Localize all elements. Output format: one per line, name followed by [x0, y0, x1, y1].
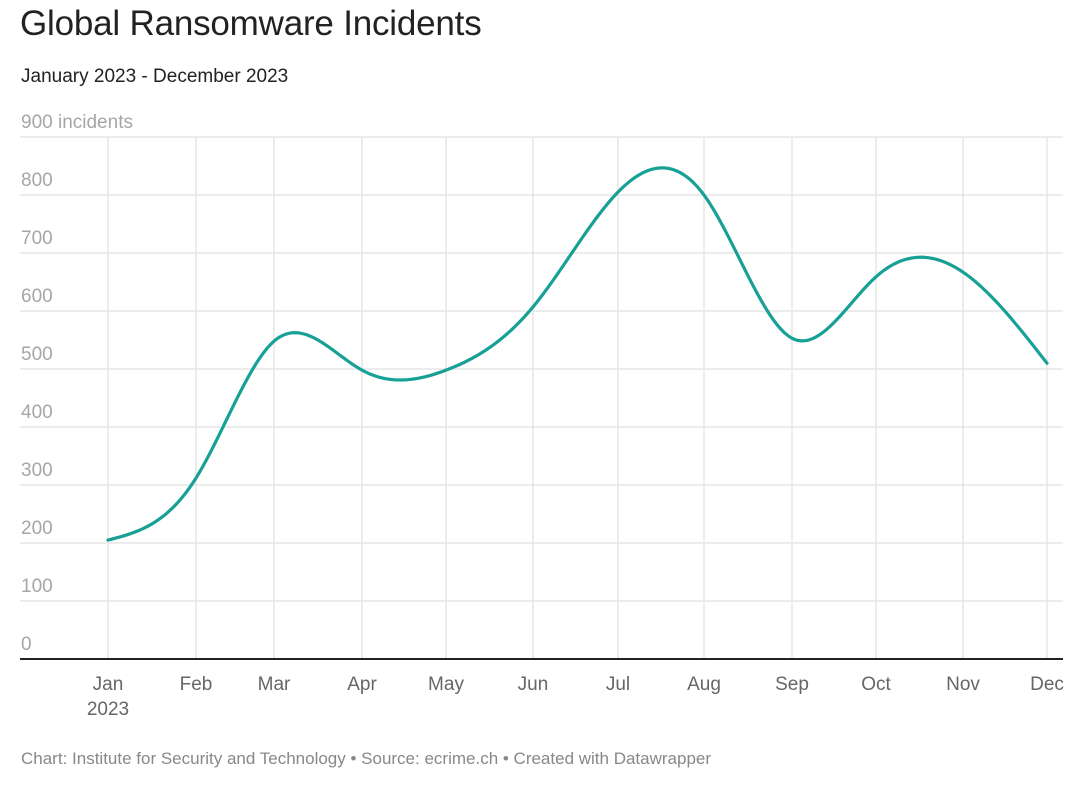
x-tick-label: Aug	[687, 674, 721, 695]
x-tick-label: Nov	[946, 674, 980, 695]
y-tick-label: 100	[21, 576, 53, 597]
line-chart: 0 100 200 300 400 500 600 700 800 900 incidents J…	[20, 112, 1064, 720]
x-tick-label: Mar	[258, 674, 291, 695]
y-tick-label: 800	[21, 170, 53, 191]
x-axis-labels: Jan 2023 Feb Mar Apr May Jun Jul Aug Sep Oct Nov Dec	[87, 674, 1064, 720]
y-tick-label: 700	[21, 228, 53, 249]
x-tick-label: Sep	[775, 674, 809, 695]
y-tick-label: 300	[21, 460, 53, 481]
y-tick-label: 200	[21, 518, 53, 539]
y-axis-labels: 0 100 200 300 400 500 600 700 800 900 incidents	[21, 112, 133, 655]
x-tick-label: Oct	[861, 674, 891, 695]
chart-subtitle: January 2023 - December 2023	[21, 66, 289, 87]
chart-title: Global Ransomware Incidents	[20, 4, 482, 43]
x-tick-label: Jan	[93, 674, 124, 695]
x-tick-label: Apr	[347, 674, 377, 695]
y-tick-label: 400	[21, 402, 53, 423]
x-tick-label: Feb	[180, 674, 213, 695]
x-tick-label: Dec	[1030, 674, 1064, 695]
y-tick-label: 900 incidents	[21, 112, 133, 133]
x-tick-label: May	[428, 674, 464, 695]
x-tick-label: Jul	[606, 674, 630, 695]
x-tick-label: 2023	[87, 699, 129, 720]
x-gridlines	[107, 137, 1048, 659]
y-tick-label: 500	[21, 344, 53, 365]
y-tick-label: 600	[21, 286, 53, 307]
y-gridlines	[20, 136, 1063, 602]
x-tick-label: Jun	[518, 674, 549, 695]
chart-footer-credit: Chart: Institute for Security and Techno…	[21, 749, 712, 768]
incidents-line	[106, 166, 1049, 542]
y-tick-label: 0	[21, 634, 32, 655]
